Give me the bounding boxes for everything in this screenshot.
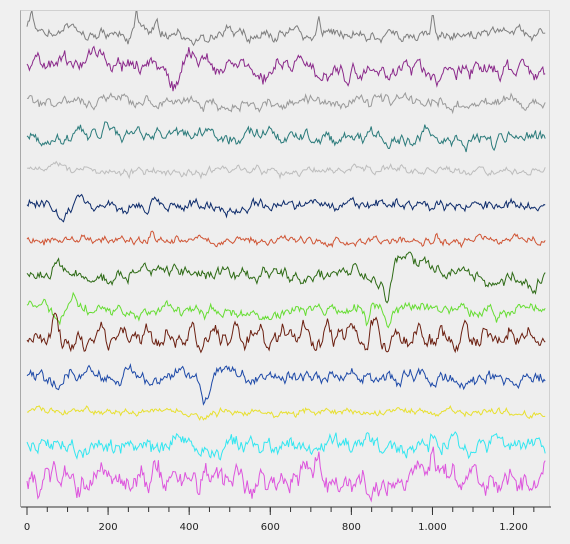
plot-area: 0 200 400 600 800 1.000 1.200 — [20, 10, 551, 533]
x-tick-label: 1.200 — [499, 522, 528, 533]
x-tick-label: 400 — [180, 522, 199, 533]
series-line-8 — [26, 251, 546, 304]
x-tick-label: 200 — [99, 522, 118, 533]
series-line-1 — [26, 11, 546, 47]
series-line-5 — [26, 160, 546, 180]
x-tick-label: 0 — [24, 522, 30, 533]
multi-trace-chart: 0 200 400 600 800 1.000 1.200 — [21, 11, 551, 533]
series-line-11 — [26, 363, 546, 406]
series-line-4 — [26, 121, 546, 153]
series-line-10 — [26, 312, 546, 354]
x-tick-label: 600 — [261, 522, 280, 533]
x-tick-label: 1.000 — [418, 522, 447, 533]
x-tick-label: 800 — [342, 522, 361, 533]
series-line-14 — [26, 446, 546, 503]
series-line-9 — [26, 291, 546, 329]
series-line-7 — [26, 230, 546, 249]
series-line-12 — [26, 405, 546, 421]
series-line-3 — [26, 91, 546, 115]
series-line-2 — [26, 45, 546, 92]
series-line-13 — [26, 431, 546, 461]
series-line-6 — [26, 193, 546, 223]
